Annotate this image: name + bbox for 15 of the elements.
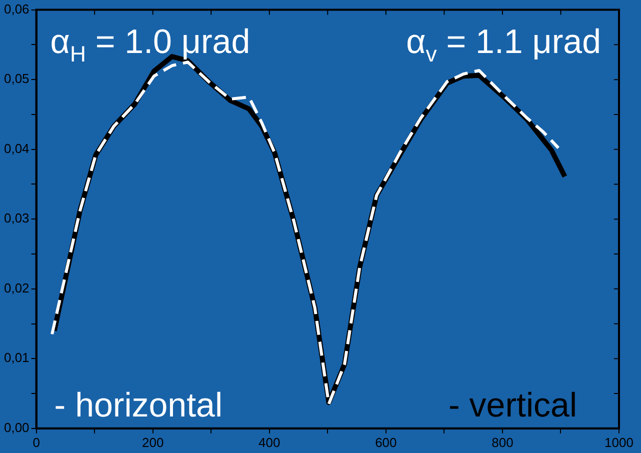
y-tick-label: 0,00: [4, 420, 30, 435]
y-tick-label: 0,01: [4, 350, 30, 366]
x-tick-label: 1000: [604, 434, 634, 450]
y-tick-label: 0,06: [4, 1, 30, 16]
y-tick-label: 0,05: [4, 71, 30, 86]
series-label: - horizontal: [54, 386, 223, 424]
y-tick-label: 0,02: [4, 280, 30, 296]
legend-label: - vertical: [448, 386, 577, 424]
x-tick-label: 600: [375, 434, 397, 450]
x-tick-label: 400: [258, 434, 280, 450]
x-tick-label: 0: [32, 434, 40, 450]
y-tick-label: 0,04: [4, 140, 30, 156]
x-tick-label: 200: [142, 434, 164, 450]
y-tick-label: 0,03: [4, 210, 30, 226]
x-tick-label: 800: [492, 434, 514, 450]
